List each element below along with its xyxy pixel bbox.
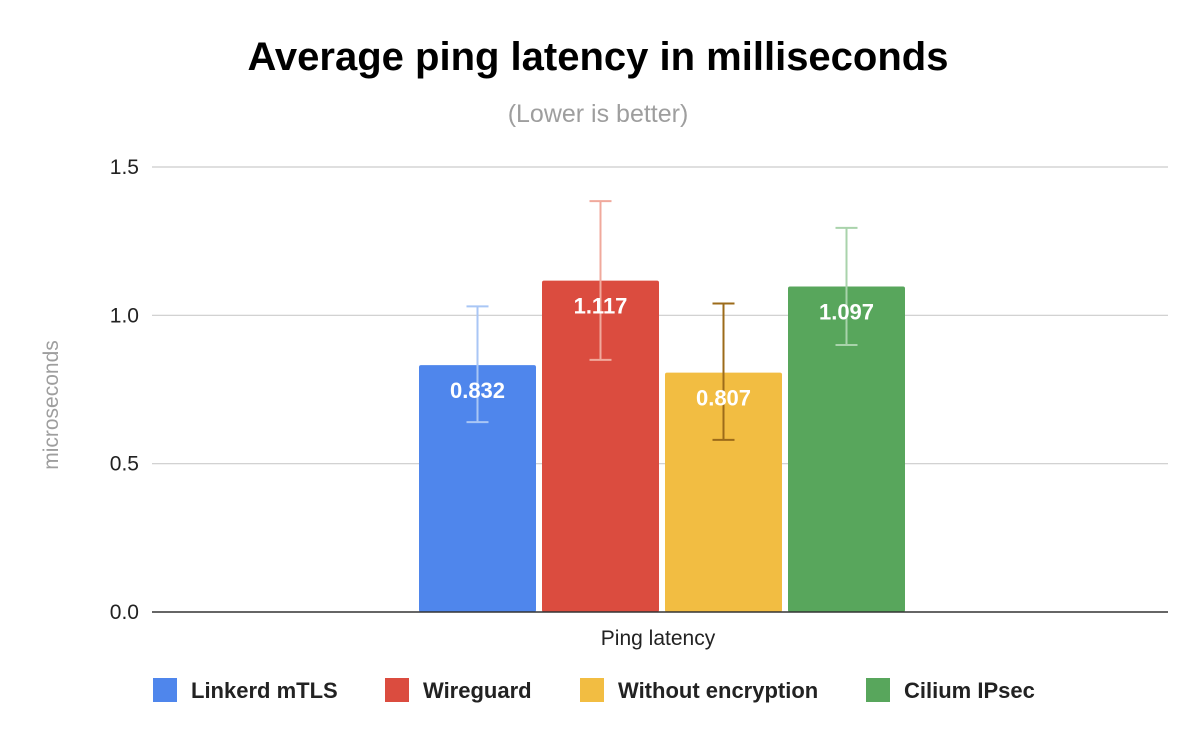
bar (542, 280, 659, 612)
legend: Linkerd mTLS Wireguard Without encryption C… (153, 678, 1035, 703)
legend-swatch (153, 678, 177, 702)
bar (665, 372, 782, 612)
legend-label: Without encryption (618, 678, 818, 703)
legend-label: Linkerd mTLS (191, 678, 338, 703)
legend-label: Wireguard (423, 678, 532, 703)
legend-swatch (385, 678, 409, 702)
y-tick-label: 1.5 (110, 156, 139, 179)
gridlines (152, 166, 1168, 465)
bar (788, 286, 905, 612)
chart-subtitle: (Lower is better) (508, 100, 689, 128)
category-label: Ping latency (601, 627, 716, 650)
y-axis-title: microseconds (40, 340, 63, 470)
chart-title: Average ping latency in milliseconds (248, 35, 949, 79)
error-bars (466, 200, 858, 441)
data-label: 1.117 (574, 294, 628, 319)
legend-item: Cilium IPsec (866, 678, 1035, 703)
legend-item: Without encryption (580, 678, 818, 703)
data-label: 1.097 (819, 300, 874, 325)
data-label: 0.832 (450, 378, 505, 403)
legend-label: Cilium IPsec (904, 678, 1035, 703)
y-tick-label: 0.5 (110, 453, 139, 476)
bar (419, 365, 536, 612)
data-labels: 0.832 1.117 0.807 1.097 (450, 294, 874, 411)
data-label: 0.807 (696, 386, 751, 411)
legend-swatch (866, 678, 890, 702)
y-tick-label: 0.0 (110, 601, 139, 624)
bars (419, 280, 905, 612)
y-tick-label: 1.0 (110, 304, 139, 327)
legend-swatch (580, 678, 604, 702)
legend-item: Linkerd mTLS (153, 678, 338, 703)
y-axis-ticks: 0.0 0.5 1.0 1.5 (110, 156, 139, 624)
legend-item: Wireguard (385, 678, 532, 703)
